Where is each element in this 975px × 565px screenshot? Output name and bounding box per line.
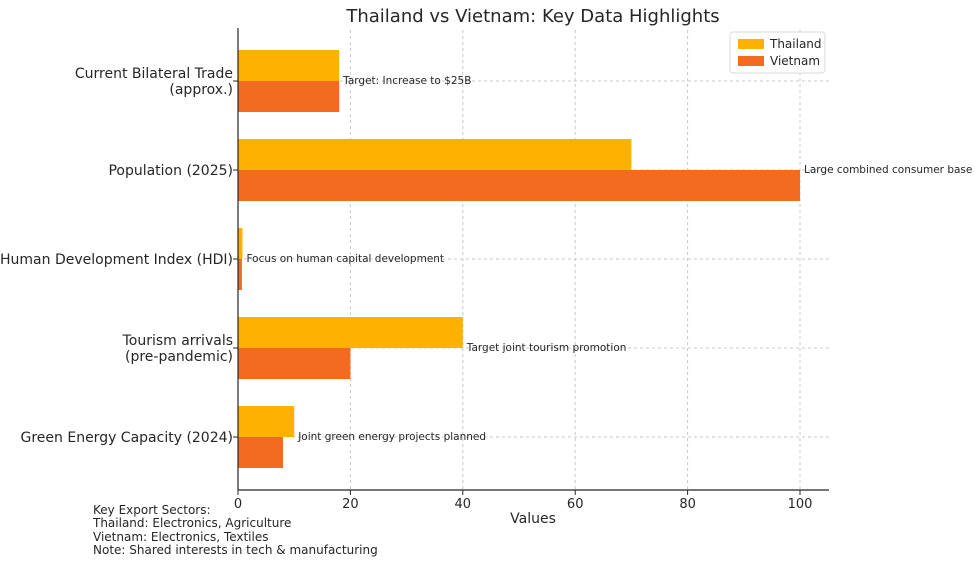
x-tick-label: 100: [788, 497, 813, 512]
x-tick-label: 60: [567, 497, 584, 512]
legend: Thailand Vietnam: [729, 31, 826, 74]
bar-thailand: [238, 317, 463, 348]
category-label: Green Energy Capacity (2024): [21, 430, 234, 446]
annotation-label: Large combined consumer base: [804, 164, 972, 176]
bar-thailand: [238, 406, 295, 437]
note-line: Thailand: Electronics, Agriculture: [93, 516, 292, 531]
bar-thailand: [238, 139, 632, 170]
category-label: Population (2025): [108, 163, 233, 179]
x-axis-label: Values: [510, 511, 556, 527]
x-tick-label: 80: [679, 497, 696, 512]
annotation-label: Target joint tourism promotion: [466, 342, 627, 354]
legend-swatch-thailand: [738, 39, 764, 49]
bar-vietnam: [238, 348, 351, 379]
bar-thailand: [238, 228, 243, 259]
category-label: (approx.): [169, 82, 233, 98]
export-sectors-note: Key Export Sectors: Thailand: Electronic…: [93, 503, 378, 557]
legend-swatch-vietnam: [738, 56, 764, 66]
category-label: Human Development Index (HDI): [0, 252, 233, 268]
bar-vietnam: [238, 81, 340, 112]
category-label: Current Bilateral Trade: [75, 66, 233, 82]
note-line: Vietnam: Electronics, Textiles: [93, 529, 269, 544]
chart-title: Thailand vs Vietnam: Key Data Highlights: [345, 6, 719, 27]
bar-thailand: [238, 50, 340, 81]
annotation-label: Target: Increase to $25B: [342, 75, 471, 87]
bars-layer: [238, 50, 800, 468]
x-tick-label: 40: [455, 497, 472, 512]
category-label: Tourism arrivals: [122, 333, 233, 349]
x-ticks: 0 20 40 60 80 100: [234, 490, 813, 512]
bar-vietnam: [238, 437, 283, 468]
x-tick-label: 0: [234, 497, 242, 512]
note-line: Key Export Sectors:: [93, 503, 211, 517]
annotation-label: Focus on human capital development: [246, 253, 444, 265]
category-label: (pre-pandemic): [125, 349, 233, 365]
bar-vietnam: [238, 170, 800, 201]
category-labels: Current Bilateral Trade(approx.) Populati…: [0, 66, 238, 446]
note-line: Note: Shared interests in tech & manufac…: [93, 542, 378, 557]
legend-label-vietnam: Vietnam: [770, 54, 820, 68]
annotation-label: Joint green energy projects planned: [297, 431, 486, 443]
legend-label-thailand: Thailand: [769, 37, 822, 51]
bar-vietnam: [238, 259, 242, 290]
x-tick-label: 20: [342, 497, 359, 512]
annotations-layer: Target: Increase to $25B Large combined c…: [246, 75, 972, 443]
